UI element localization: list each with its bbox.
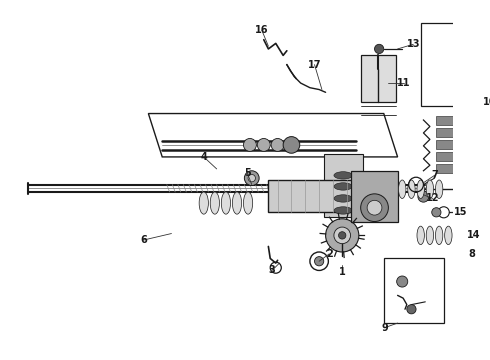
Ellipse shape — [426, 226, 434, 244]
Bar — [437, 116, 481, 125]
Circle shape — [257, 139, 270, 152]
Circle shape — [367, 200, 382, 215]
Text: 3: 3 — [269, 265, 275, 275]
Ellipse shape — [436, 226, 443, 244]
Bar — [351, 171, 397, 221]
Ellipse shape — [444, 226, 452, 244]
Circle shape — [397, 276, 408, 287]
Bar — [437, 164, 481, 172]
Circle shape — [244, 139, 256, 152]
Text: 13: 13 — [407, 39, 420, 49]
Text: 5: 5 — [244, 168, 250, 177]
Circle shape — [248, 175, 255, 182]
Bar — [324, 154, 363, 217]
Circle shape — [283, 136, 300, 153]
Bar — [269, 180, 389, 212]
Ellipse shape — [417, 180, 424, 198]
Ellipse shape — [334, 172, 352, 179]
Ellipse shape — [210, 192, 220, 214]
Ellipse shape — [463, 226, 470, 244]
Ellipse shape — [408, 180, 415, 198]
Ellipse shape — [199, 192, 208, 214]
Bar — [437, 128, 481, 136]
Circle shape — [271, 139, 284, 152]
Ellipse shape — [334, 207, 352, 214]
Circle shape — [418, 191, 429, 202]
Ellipse shape — [232, 192, 242, 214]
Circle shape — [374, 44, 384, 54]
Bar — [437, 152, 481, 161]
Bar — [421, 23, 485, 106]
Circle shape — [361, 194, 389, 221]
Text: 7: 7 — [431, 170, 438, 180]
Text: 10: 10 — [483, 96, 490, 107]
Ellipse shape — [417, 226, 424, 244]
Ellipse shape — [334, 183, 352, 190]
Circle shape — [432, 208, 441, 217]
Ellipse shape — [454, 226, 461, 244]
Bar — [384, 258, 444, 323]
Bar — [361, 55, 396, 102]
Text: 16: 16 — [255, 26, 269, 36]
Circle shape — [245, 171, 259, 185]
Circle shape — [334, 227, 350, 244]
Ellipse shape — [436, 180, 443, 198]
Text: 4: 4 — [200, 152, 207, 162]
Ellipse shape — [244, 192, 253, 214]
Text: 8: 8 — [468, 249, 475, 259]
Circle shape — [325, 219, 359, 252]
Ellipse shape — [221, 192, 230, 214]
Text: 11: 11 — [397, 78, 411, 88]
Bar — [437, 140, 481, 149]
Circle shape — [339, 232, 346, 239]
Ellipse shape — [334, 195, 352, 202]
Text: 14: 14 — [466, 230, 480, 240]
Text: 6: 6 — [141, 235, 147, 245]
Text: 17: 17 — [308, 60, 321, 69]
Circle shape — [407, 305, 416, 314]
Text: 1: 1 — [339, 267, 345, 277]
Text: 15: 15 — [454, 207, 467, 217]
Circle shape — [315, 257, 324, 266]
Text: 2: 2 — [326, 249, 333, 259]
Ellipse shape — [426, 180, 434, 198]
Ellipse shape — [398, 180, 406, 198]
Text: 9: 9 — [381, 323, 388, 333]
Text: 12: 12 — [426, 193, 440, 203]
